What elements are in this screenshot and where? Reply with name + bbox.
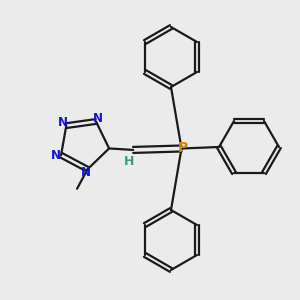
Text: N: N: [92, 112, 103, 125]
Text: H: H: [123, 155, 134, 168]
Text: P: P: [178, 142, 188, 155]
Text: N: N: [51, 149, 61, 162]
Text: N: N: [58, 116, 68, 129]
Text: N: N: [81, 167, 91, 179]
